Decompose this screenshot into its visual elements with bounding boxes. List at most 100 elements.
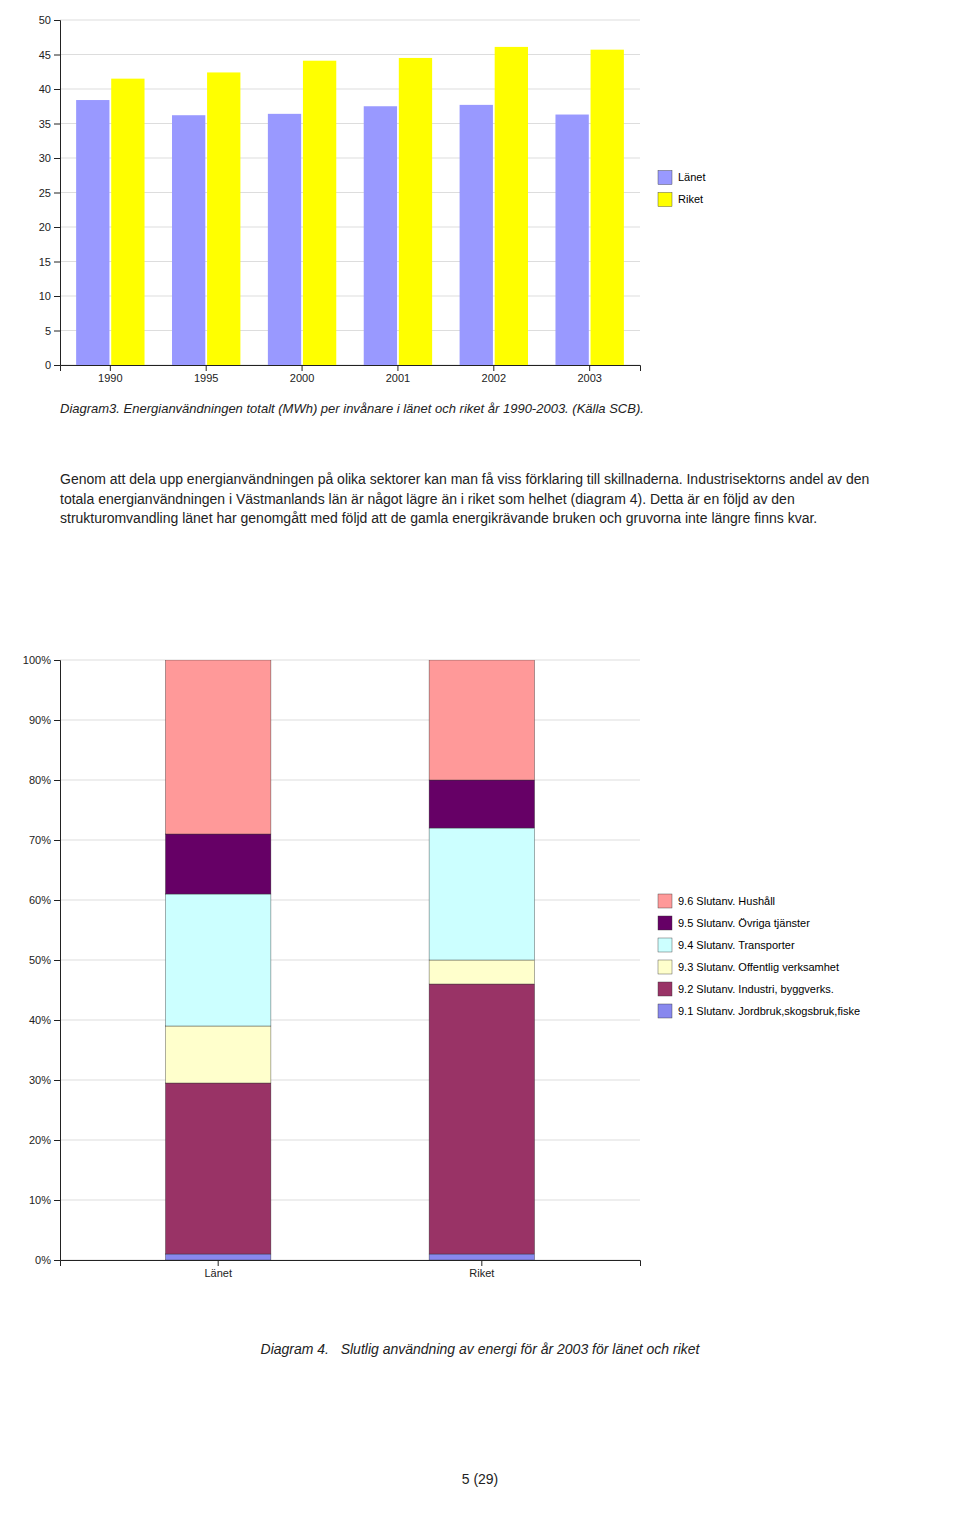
- y-tick: 30%: [29, 1074, 60, 1086]
- y-tick-line: [54, 193, 60, 194]
- legend-item: 9.2 Slutanv. Industri, byggverks.: [658, 982, 834, 996]
- x-tick-line: [110, 365, 111, 371]
- grid-line: [60, 227, 640, 228]
- legend-swatch: [658, 171, 672, 185]
- grid-line: [60, 158, 640, 159]
- x-tick-line: [493, 365, 494, 371]
- y-tick-label: 100%: [23, 654, 51, 666]
- grid: [60, 660, 640, 1260]
- bar-segment: [429, 984, 534, 1254]
- x-tick-line: [302, 365, 303, 371]
- y-tick: 50%: [29, 954, 60, 966]
- y-tick-line: [54, 227, 60, 228]
- y-tick-line: [54, 1020, 60, 1021]
- grid-line: [60, 1140, 640, 1141]
- y-tick-line: [54, 1260, 60, 1261]
- y-tick: 15: [39, 256, 60, 268]
- y-tick-line: [54, 900, 60, 901]
- legend-label: 9.6 Slutanv. Hushåll: [678, 895, 775, 907]
- y-tick-label: 50: [39, 14, 51, 26]
- legend-item: 9.1 Slutanv. Jordbruk,skogsbruk,fiske: [658, 1004, 860, 1018]
- x-tick-label: Riket: [469, 1267, 494, 1279]
- x-axis: Länet Riket: [61, 1260, 641, 1279]
- bar: [207, 72, 240, 365]
- y-tick: 50: [39, 14, 60, 26]
- bar: [111, 79, 144, 365]
- chart: 0%10%20%30%40%50%60%70%80%90%100%LänetRi…: [23, 654, 860, 1279]
- x-tick-label: 2000: [290, 372, 314, 384]
- y-tick-label: 40%: [29, 1014, 51, 1026]
- y-tick-label: 10%: [29, 1194, 51, 1206]
- y-axis-line: [54, 661, 61, 1261]
- legend: LänetRiket: [658, 171, 706, 207]
- y-tick-label: 70%: [29, 834, 51, 846]
- y-tick-label: 50%: [29, 954, 51, 966]
- series: [165, 828, 534, 1026]
- x-tick: 2002: [482, 365, 506, 384]
- y-tick: 45: [39, 49, 60, 61]
- caption: Diagram3. Energianvändningen totalt (MWh…: [60, 400, 905, 418]
- y-tick: 0%: [35, 1254, 60, 1266]
- y-tick: 20: [39, 221, 60, 233]
- y-tick-line: [54, 296, 60, 297]
- grid-line: [60, 20, 640, 21]
- bar: [303, 61, 336, 365]
- y-tick-line: [54, 960, 60, 961]
- legend-label: Riket: [678, 193, 703, 205]
- x-tick-line: [397, 365, 398, 371]
- grid-line: [60, 900, 640, 901]
- y-tick: 40%: [29, 1014, 60, 1026]
- x-axis-line: [61, 1261, 641, 1267]
- y-tick: 10: [39, 290, 60, 302]
- y-tick-line: [54, 89, 60, 90]
- legend-label: 9.5 Slutanv. Övriga tjänster: [678, 917, 810, 929]
- y-tick-line: [54, 1200, 60, 1201]
- y-tick-label: 30: [39, 152, 51, 164]
- y-tick-label: 20%: [29, 1134, 51, 1146]
- y-axis: 0%10%20%30%40%50%60%70%80%90%100%: [23, 654, 61, 1266]
- y-tick-line: [54, 1140, 60, 1141]
- y-axis-line: [54, 21, 61, 366]
- y-tick-label: 0%: [35, 1254, 51, 1266]
- y-tick: 30: [39, 152, 60, 164]
- y-tick-label: 30%: [29, 1074, 51, 1086]
- y-tick: 100%: [23, 654, 60, 666]
- y-axis: 05101520253035404550: [39, 14, 61, 371]
- y-tick-label: 10: [39, 290, 51, 302]
- legend-swatch: [658, 960, 672, 974]
- grid-line: [60, 89, 640, 90]
- y-tick-line: [54, 660, 60, 661]
- x-tick: 1990: [98, 365, 122, 384]
- y-tick: 35: [39, 118, 60, 130]
- y-tick-line: [54, 780, 60, 781]
- bar-segment: [165, 834, 270, 894]
- y-tick: 40: [39, 83, 60, 95]
- y-tick-line: [54, 840, 60, 841]
- legend-label: 9.3 Slutanv. Offentlig verksamhet: [678, 961, 839, 973]
- x-axis-line: [61, 366, 641, 372]
- y-tick: 10%: [29, 1194, 60, 1206]
- bar-segment: [165, 1083, 270, 1254]
- bar: [172, 115, 205, 365]
- bar: [555, 115, 588, 365]
- legend-swatch: [658, 1004, 672, 1018]
- grid-line: [60, 54, 640, 55]
- y-tick-line: [54, 262, 60, 263]
- legend-label: 9.2 Slutanv. Industri, byggverks.: [678, 983, 834, 995]
- x-tick-line: [218, 1260, 219, 1266]
- bar-segment: [429, 960, 534, 984]
- y-tick-label: 15: [39, 256, 51, 268]
- bar-segment: [429, 828, 534, 960]
- y-tick-label: 25: [39, 187, 51, 199]
- y-tick-label: 35: [39, 118, 51, 130]
- legend-swatch: [658, 982, 672, 996]
- body-text: Genom att dela upp energianvändningen på…: [60, 470, 905, 529]
- x-tick-label: Länet: [204, 1267, 232, 1279]
- y-tick-label: 60%: [29, 894, 51, 906]
- bar: [268, 114, 301, 365]
- plot-area: [165, 660, 534, 1260]
- y-tick-line: [54, 158, 60, 159]
- grid-line: [60, 660, 640, 661]
- y-tick: 90%: [29, 714, 60, 726]
- x-axis: 199019952000200120022003: [61, 365, 641, 384]
